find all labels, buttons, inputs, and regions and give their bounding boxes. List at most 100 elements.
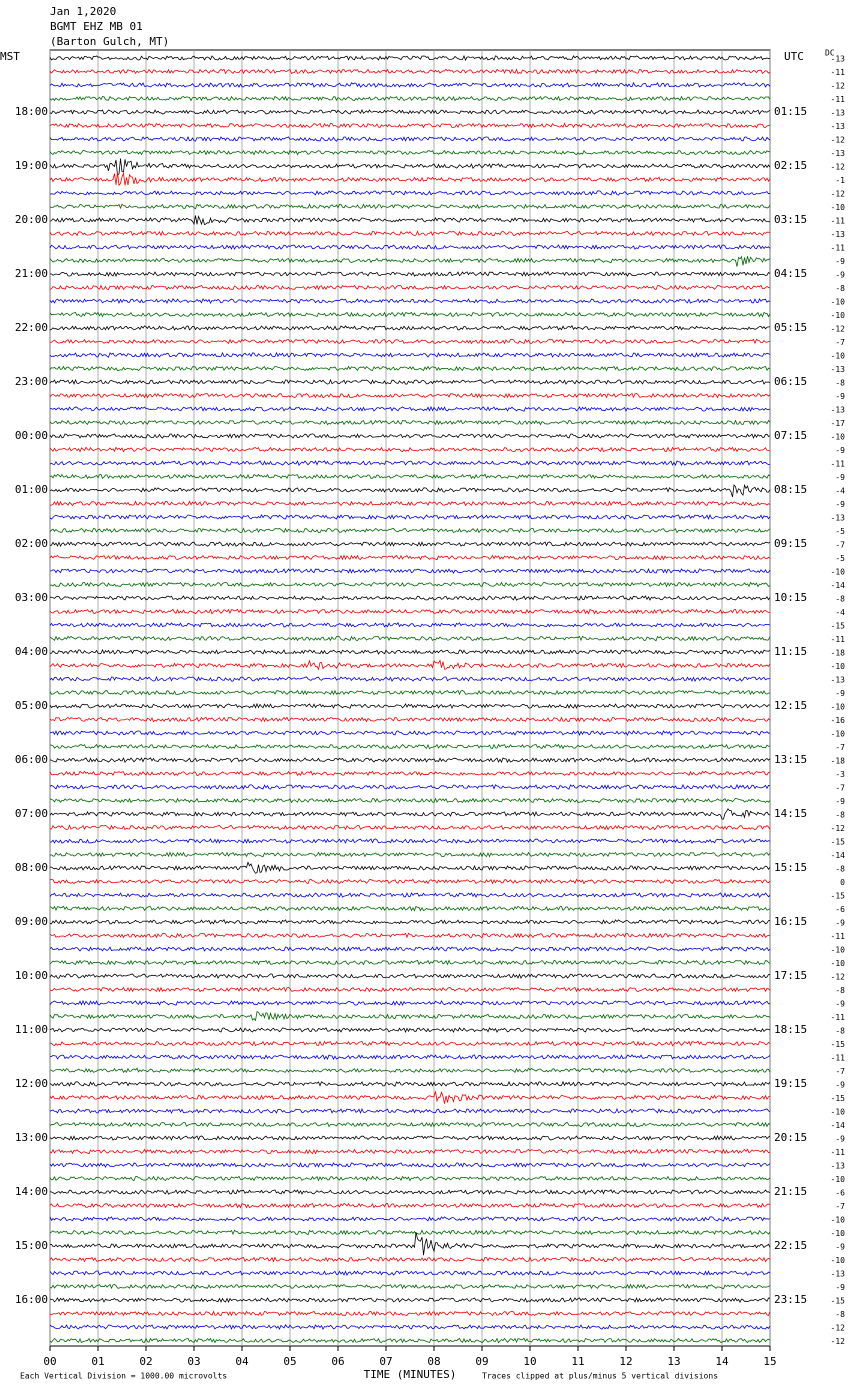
trace	[49, 986, 771, 993]
dc-offset: -9	[835, 1243, 845, 1252]
mst-label: 13:00	[15, 1131, 48, 1144]
trace	[49, 1202, 771, 1209]
trace	[49, 999, 771, 1006]
dc-offset: -13	[831, 230, 846, 239]
dc-offset: -16	[831, 716, 846, 725]
utc-label: 21:15	[774, 1185, 807, 1198]
dc-offset: -12	[831, 1324, 846, 1333]
dc-offset: -10	[831, 568, 846, 577]
trace	[49, 851, 771, 858]
trace	[49, 1324, 771, 1331]
utc-label: 15:15	[774, 861, 807, 874]
trace	[49, 1080, 771, 1087]
dc-offset: -7	[835, 1067, 845, 1076]
dc-offset: -10	[831, 298, 846, 307]
x-tick-label: 09	[475, 1355, 488, 1368]
trace	[49, 433, 771, 440]
trace	[49, 255, 771, 267]
mst-label: 00:00	[15, 429, 48, 442]
trace	[49, 1162, 771, 1168]
mst-label: 10:00	[15, 969, 48, 982]
dc-offset: -4	[835, 487, 845, 496]
dc-offset: -13	[831, 1162, 846, 1171]
trace	[49, 54, 771, 62]
dc-offset: -8	[835, 595, 845, 604]
dc-offset: -9	[835, 473, 845, 482]
trace	[49, 203, 771, 210]
mst-label: 02:00	[15, 537, 48, 550]
trace	[49, 946, 771, 952]
dc-offset: -11	[831, 932, 846, 941]
dc-offset: -9	[835, 1081, 845, 1090]
trace	[49, 1270, 771, 1276]
dc-offset: -8	[835, 811, 845, 820]
mst-label: 11:00	[15, 1023, 48, 1036]
dc-offset: -9	[835, 919, 845, 928]
mst-label: 23:00	[15, 375, 48, 388]
mst-label: 09:00	[15, 915, 48, 928]
trace	[49, 1040, 771, 1047]
dc-offset: -14	[831, 581, 846, 590]
dc-offset: -9	[835, 500, 845, 509]
utc-label: 04:15	[774, 267, 807, 280]
trace	[50, 500, 771, 507]
mst-label: 04:00	[15, 645, 48, 658]
dc-offset: -9	[835, 689, 845, 698]
x-tick-label: 12	[619, 1355, 632, 1368]
dc-offset: -17	[831, 419, 846, 428]
dc-offset: -14	[831, 1121, 846, 1130]
dc-offset: -15	[831, 1094, 846, 1103]
dc-offset: -9	[835, 392, 845, 401]
utc-label: 07:15	[774, 429, 807, 442]
dc-offset: -3	[835, 770, 845, 779]
dc-offset: -11	[831, 1013, 846, 1022]
trace	[49, 1216, 771, 1222]
dc-offset: -6	[835, 905, 845, 914]
trace	[49, 513, 771, 520]
trace	[49, 608, 771, 615]
dc-offset: -11	[831, 1054, 846, 1063]
trace	[49, 973, 771, 979]
trace	[49, 68, 771, 75]
dc-offset: -15	[831, 1297, 846, 1306]
x-tick-label: 11	[571, 1355, 584, 1368]
dc-offset: -7	[835, 784, 845, 793]
trace	[49, 527, 771, 534]
x-tick-label: 06	[331, 1355, 344, 1368]
trace	[50, 861, 771, 874]
mst-label: 07:00	[15, 807, 48, 820]
dc-offset: -9	[835, 1283, 845, 1292]
dc-offset: -9	[835, 257, 845, 266]
mst-label: 06:00	[15, 753, 48, 766]
utc-label: 20:15	[774, 1131, 807, 1144]
trace	[49, 568, 771, 574]
trace	[49, 1337, 771, 1344]
dc-offset: -11	[831, 460, 846, 469]
trace	[49, 595, 771, 601]
trace	[49, 171, 771, 187]
footer-right: Traces clipped at plus/minus 5 vertical …	[482, 1372, 718, 1381]
dc-offset: -13	[831, 406, 846, 415]
trace	[49, 365, 771, 372]
dc-offset: -11	[831, 244, 846, 253]
mst-label: 08:00	[15, 861, 48, 874]
dc-offset: -10	[831, 1108, 846, 1117]
trace	[49, 770, 771, 777]
trace	[50, 405, 771, 412]
dc-offset: -10	[831, 959, 846, 968]
trace	[49, 149, 770, 156]
utc-label: 09:15	[774, 537, 807, 550]
dc-offset: -10	[831, 1229, 846, 1238]
trace	[49, 1148, 771, 1155]
trace	[49, 808, 771, 820]
trace	[49, 446, 771, 453]
utc-label: 11:15	[774, 645, 807, 658]
trace	[49, 215, 770, 226]
dc-offset: -10	[831, 662, 846, 671]
x-tick-label: 07	[379, 1355, 392, 1368]
trace	[49, 122, 771, 129]
trace	[49, 648, 771, 655]
trace	[49, 554, 771, 561]
utc-label: 06:15	[774, 375, 807, 388]
trace	[49, 351, 771, 358]
